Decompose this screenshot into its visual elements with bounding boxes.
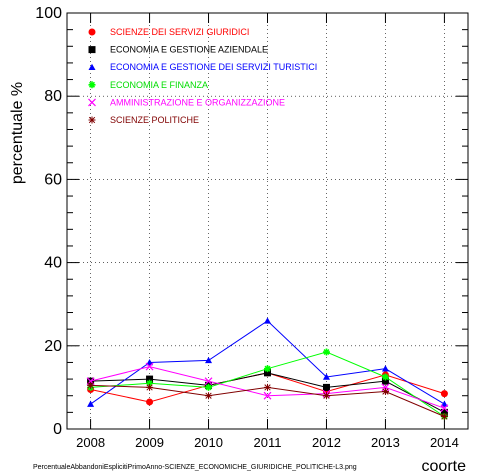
x-tick-label: 2010 (194, 435, 223, 450)
data-point (381, 388, 389, 396)
series-3 (87, 317, 448, 407)
data-point (322, 392, 330, 400)
y-tick-label: 40 (44, 255, 62, 272)
legend-item: SCIENZE POLITICHE (88, 115, 199, 125)
data-point (204, 377, 213, 386)
data-point (87, 400, 95, 407)
data-point (440, 408, 448, 416)
y-axis-label: percentuale % (9, 82, 26, 184)
series-2 (87, 369, 448, 416)
y-tick-label: 60 (44, 171, 62, 188)
legend-label: AMMINISTRAZIONE E ORGANIZZAZIONE (110, 97, 285, 107)
legend-label: SCIENZE POLITICHE (110, 115, 199, 125)
x-tick-label: 2009 (135, 435, 164, 450)
legend: SCIENZE DEI SERVIZI GIURIDICI ECONOMIA E … (88, 27, 317, 125)
legend-marker (88, 46, 96, 54)
data-point (87, 381, 95, 389)
data-point (264, 383, 271, 391)
series-line (90, 372, 445, 413)
data-point (145, 362, 154, 371)
data-point (146, 383, 154, 391)
y-tick-label: 20 (44, 338, 62, 355)
data-point (146, 358, 154, 366)
data-point (381, 373, 389, 381)
x-tick-label: 2014 (430, 435, 459, 450)
x-tick-label: 2008 (76, 435, 105, 450)
y-tick-label: 100 (35, 5, 62, 22)
data-point (440, 400, 448, 407)
legend-item: AMMINISTRAZIONE E ORGANIZZAZIONE (88, 97, 285, 107)
y-tick-label: 80 (44, 88, 62, 105)
legend-label: ECONOMIA E GESTIONE AZIENDALE (110, 45, 268, 55)
data-point (322, 383, 330, 391)
footer-filename: PercentualeAbbandoniEsplicitiPrimoAnno-S… (33, 464, 357, 471)
data-point (322, 373, 330, 380)
legend-label: ECONOMIA E FINANZA (110, 80, 208, 90)
data-point (264, 369, 271, 377)
data-point (205, 392, 213, 400)
series-6 (87, 381, 448, 421)
x-tick-label: 2011 (254, 435, 282, 450)
data-point (146, 379, 154, 387)
legend-marker (88, 28, 96, 36)
data-point (264, 317, 271, 324)
series-group (86, 317, 449, 421)
data-point (440, 413, 448, 421)
data-point (205, 356, 213, 364)
legend-marker (88, 63, 96, 70)
x-tick-label: 2012 (312, 435, 341, 450)
legend-label: SCIENZE DEI SERVIZI GIURIDICI (110, 27, 249, 37)
legend-item: ECONOMIA E FINANZA (88, 80, 208, 90)
legend-item: ECONOMIA E GESTIONE DEI SERVIZI TURISTIC… (88, 62, 317, 72)
data-point (205, 383, 213, 391)
data-point (440, 390, 448, 398)
data-point (381, 365, 389, 372)
data-point (146, 398, 154, 406)
legend-marker (88, 98, 96, 107)
x-tick-label: 2013 (371, 435, 400, 450)
data-point (146, 375, 154, 383)
grid (67, 13, 468, 429)
legend-marker (88, 116, 96, 124)
x-axis-label: coorte (422, 458, 467, 474)
legend-label: ECONOMIA E GESTIONE DEI SERVIZI TURISTIC… (110, 62, 317, 72)
data-point (381, 377, 389, 385)
legend-item: ECONOMIA E GESTIONE AZIENDALE (88, 45, 268, 55)
data-point (263, 391, 272, 400)
legend-marker (88, 81, 96, 89)
data-point (322, 348, 330, 356)
legend-item: SCIENZE DEI SERVIZI GIURIDICI (88, 27, 249, 37)
axes: 2008 2009 2010 2011 2012 2013 2014 0 20 40 60 80 100 (35, 5, 468, 450)
data-point (440, 404, 449, 413)
data-point (264, 365, 271, 373)
y-tick-label: 0 (53, 421, 62, 438)
